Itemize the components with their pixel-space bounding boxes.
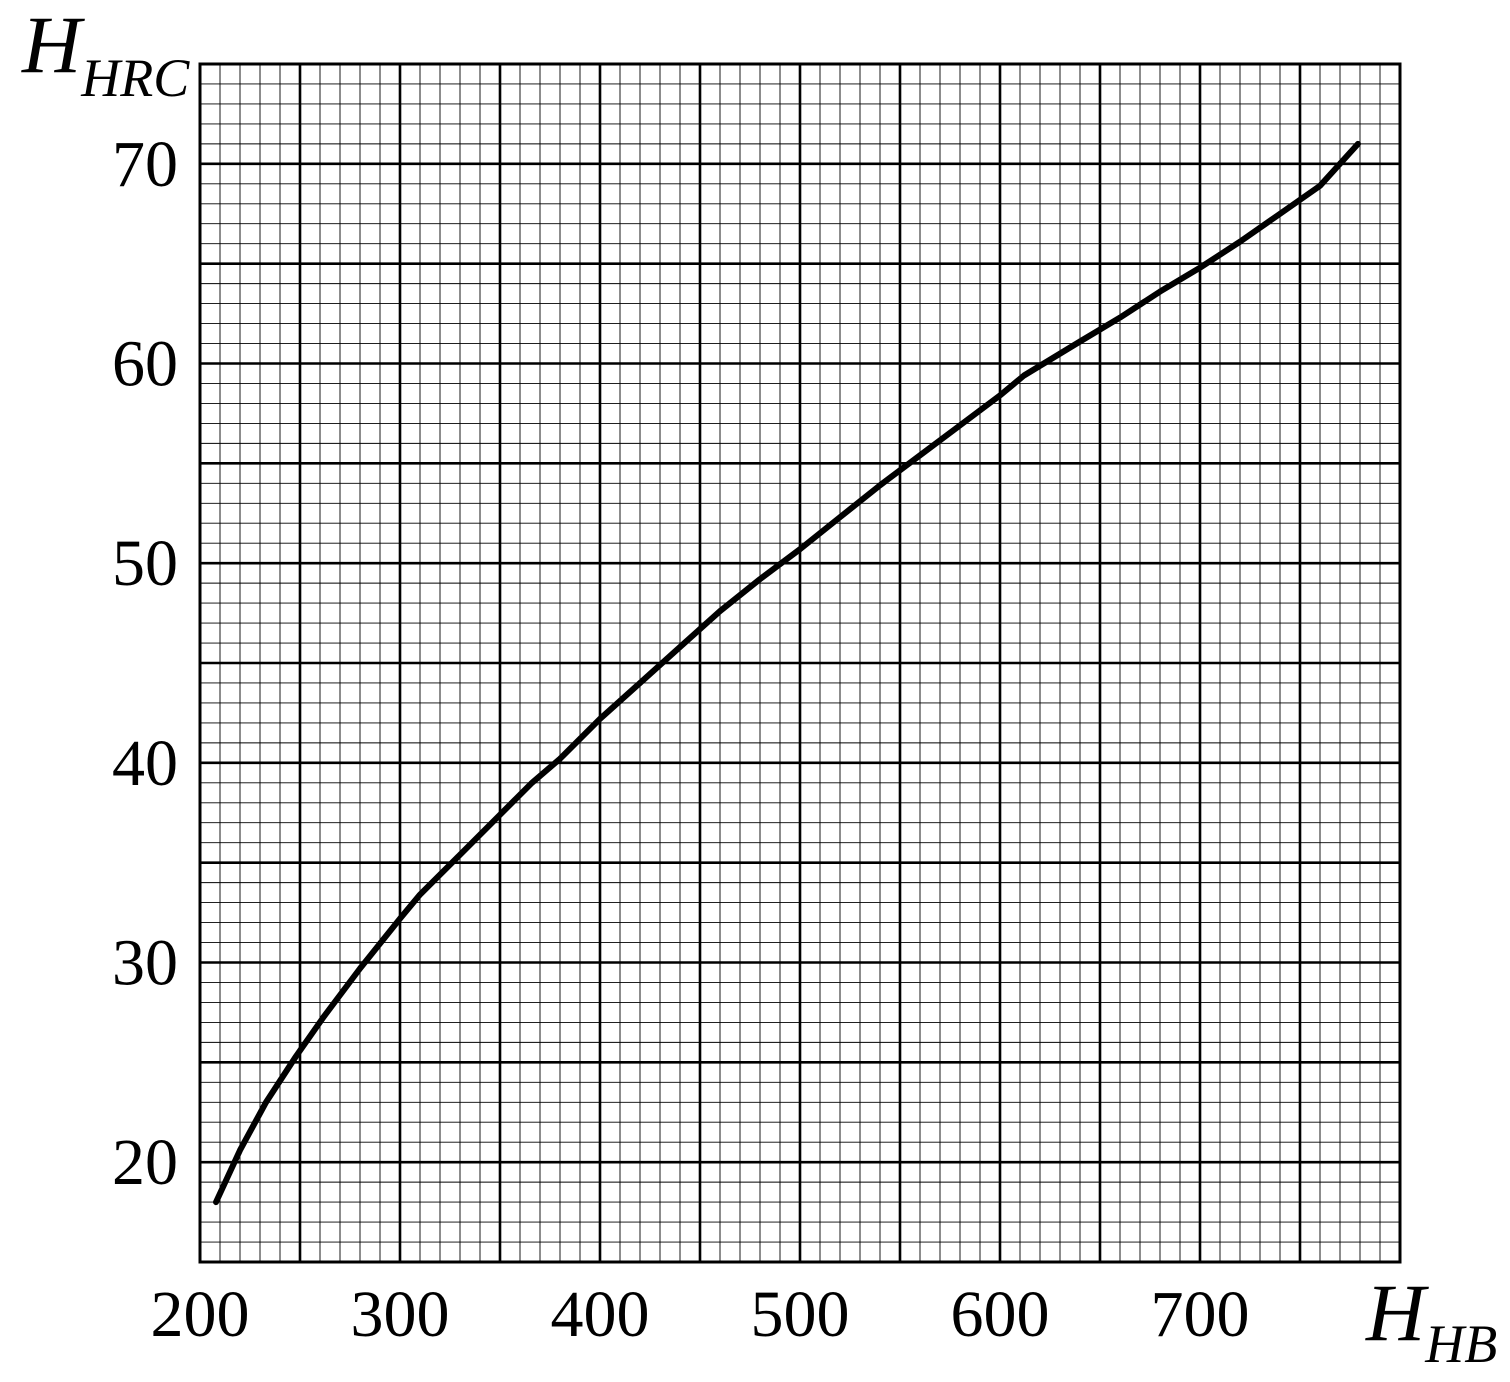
x-tick-label: 600 bbox=[951, 1278, 1050, 1351]
x-tick-label: 700 bbox=[1151, 1278, 1250, 1351]
y-tick-label: 50 bbox=[112, 527, 178, 600]
x-axis-label-sub: HB bbox=[1424, 1314, 1497, 1374]
y-tick-label: 40 bbox=[112, 727, 178, 800]
y-tick-label: 70 bbox=[112, 128, 178, 201]
x-tick-label: 400 bbox=[551, 1278, 650, 1351]
y-axis-label-main: H bbox=[21, 0, 85, 90]
y-tick-label: 30 bbox=[112, 927, 178, 1000]
x-axis-label: HHB bbox=[1365, 1267, 1497, 1374]
y-axis-label-sub: HRC bbox=[80, 48, 190, 108]
y-tick-labels: 20 30 40 50 60 70 bbox=[112, 128, 178, 1199]
x-tick-label: 500 bbox=[751, 1278, 850, 1351]
y-tick-label: 20 bbox=[112, 1126, 178, 1199]
x-axis-label-main: H bbox=[1365, 1267, 1429, 1358]
plot-frame bbox=[198, 62, 1402, 1264]
x-tick-label: 300 bbox=[351, 1278, 450, 1351]
hrc-vs-hb-curve bbox=[213, 140, 1361, 1206]
y-axis-label: HHRC bbox=[21, 0, 190, 108]
y-tick-label: 60 bbox=[112, 328, 178, 401]
x-tick-label: 200 bbox=[151, 1278, 250, 1351]
x-tick-labels: 200 300 400 500 600 700 bbox=[151, 1278, 1250, 1351]
